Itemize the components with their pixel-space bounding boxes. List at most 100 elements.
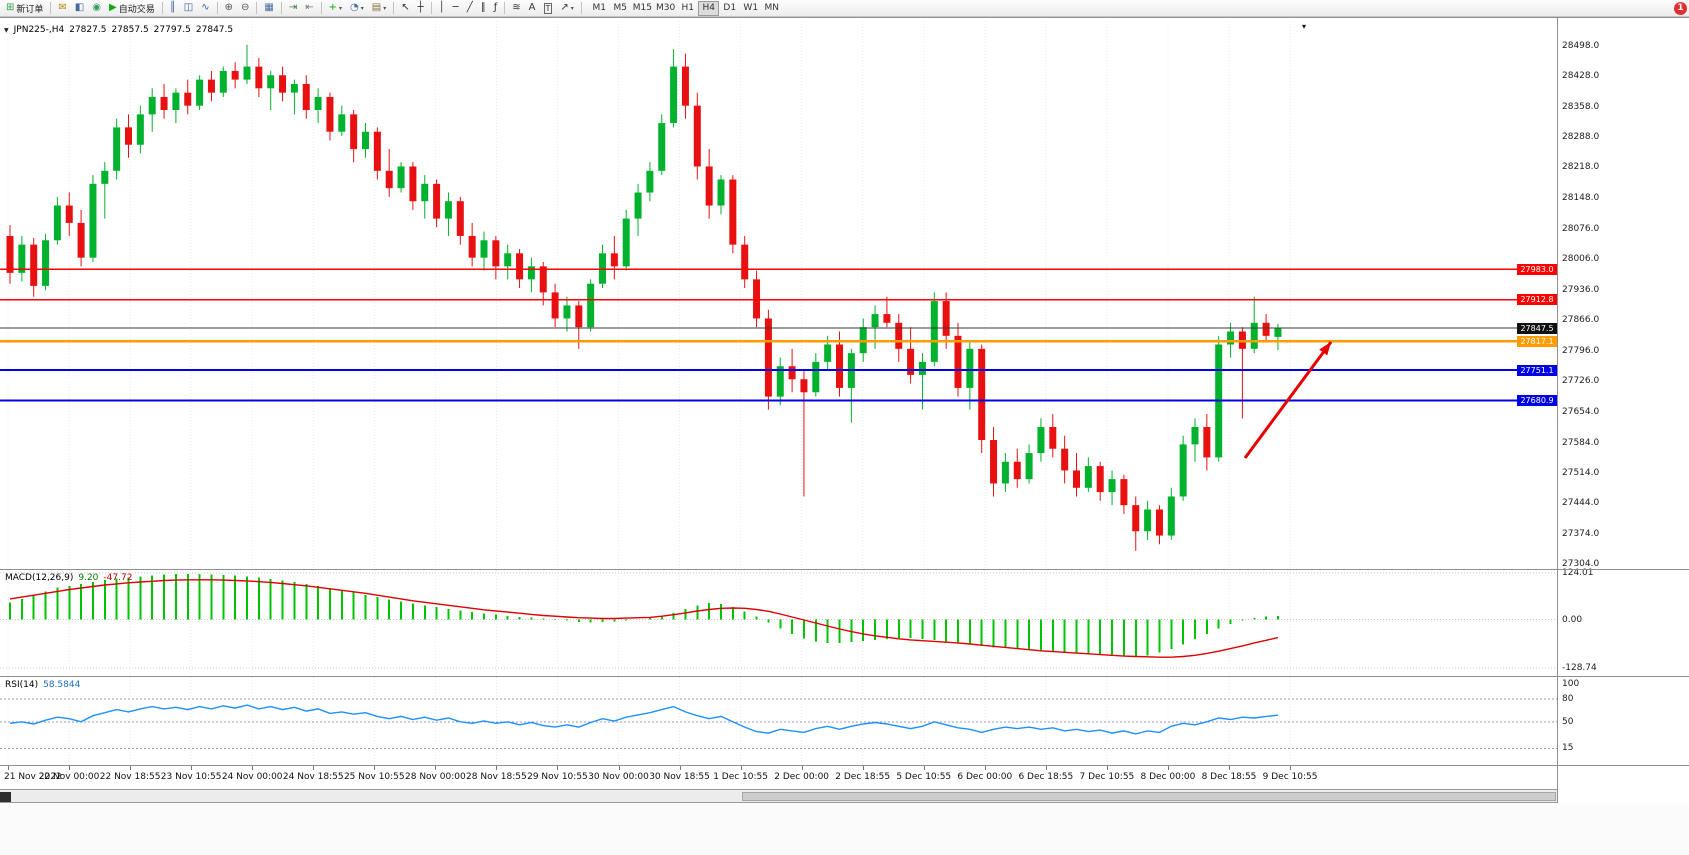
candle	[764, 318, 772, 397]
market-watch-button[interactable]: ◧	[71, 1, 88, 16]
trend-arrow-annotation[interactable]	[1243, 341, 1333, 459]
fibonacci-button[interactable]: ƒ	[490, 1, 502, 16]
scrollbar-thumb[interactable]	[742, 792, 1556, 801]
candle	[290, 83, 298, 93]
navigator-button[interactable]: ◉	[88, 1, 105, 16]
autotrading-icon: ▶	[108, 2, 117, 13]
candle	[930, 301, 938, 362]
new-email-button[interactable]: ✉	[54, 1, 70, 16]
collapse-arrow-icon[interactable]: ▼	[4, 26, 9, 34]
candle	[1203, 427, 1211, 458]
candle	[824, 344, 832, 362]
time-tick	[313, 766, 315, 770]
candle	[871, 314, 879, 328]
indicators-button[interactable]: + ▾	[325, 1, 346, 16]
bar-chart-button[interactable]: ║	[166, 1, 180, 16]
trendline-button[interactable]: ╱	[463, 1, 477, 16]
chart-ohlc-label: ▼ JPN225-,H4 27827.5 27857.5 27797.5 278…	[4, 25, 233, 35]
tile-windows-icon: ▦	[264, 2, 274, 13]
candle	[30, 244, 38, 286]
notification-badge[interactable]: 1	[1674, 2, 1687, 15]
text-label-button[interactable]: T	[540, 1, 557, 16]
toolbar: ⊞ 新订单 ✉ ◧ ◉ ▶ 自动交易 ║ ◫ ∿ ⊕ ⊖ ▦ ⇥ ⇤ + ▾ ◔ ▾ ▤ ▾ ↖ ┼ │ ─ ╱ ∥ ƒ ≋ A T ↗ ▾ M…	[0, 0, 1689, 17]
macd-histogram	[9, 573, 1279, 658]
timeframe-h4-button[interactable]: H4	[698, 0, 720, 16]
price-tick-label: 27866.0	[1562, 315, 1600, 326]
time-tick-label: 1 Dec 10:55	[713, 772, 768, 782]
cursor-button[interactable]: ↖	[397, 1, 413, 16]
pane-splitter[interactable]	[0, 569, 1689, 570]
timeframe-m1-button[interactable]: M1	[592, 2, 607, 13]
time-tick	[1106, 766, 1108, 770]
text-button[interactable]: A	[525, 1, 540, 16]
zoom-in-button[interactable]: ⊕	[221, 1, 237, 16]
timeframe-mn-button[interactable]: MN	[764, 2, 779, 13]
timeframe-m15-button[interactable]: M15	[632, 2, 653, 13]
zoom-in-icon: ⊕	[224, 2, 233, 13]
candle	[326, 96, 334, 132]
equidistant-channel-button[interactable]: ∥	[477, 1, 490, 16]
chart-dropdown-arrow-icon[interactable]: ▾	[1302, 22, 1307, 31]
periods-dropdown[interactable]: ◔ ▾	[346, 1, 368, 16]
macd-chart[interactable]	[0, 570, 1557, 676]
market-watch-icon: ◧	[74, 2, 85, 13]
templates-dropdown[interactable]: ▤ ▾	[368, 1, 390, 16]
candle	[113, 127, 121, 171]
candle	[800, 379, 808, 393]
candle	[89, 183, 97, 258]
candle	[599, 253, 606, 284]
fibonacci-icon: ƒ	[493, 2, 498, 13]
auto-scroll-button[interactable]: ⇥	[285, 1, 301, 16]
rsi-chart[interactable]	[0, 677, 1557, 765]
candle	[1274, 328, 1282, 337]
candle	[1108, 479, 1116, 493]
time-tick-label: 22 Nov 18:55	[99, 772, 161, 782]
vertical-line-button[interactable]: │	[435, 1, 449, 16]
zoom-out-button[interactable]: ⊖	[237, 1, 253, 16]
candle	[1144, 509, 1152, 532]
pane-splitter[interactable]	[0, 676, 1689, 677]
macd-pane[interactable]	[0, 570, 1557, 676]
candle	[480, 240, 488, 258]
candles-layer	[6, 44, 1282, 551]
timeframe-m5-button[interactable]: M5	[613, 2, 628, 13]
timeframe-w1-button[interactable]: W1	[743, 2, 759, 13]
timeframe-m30-button[interactable]: M30	[656, 2, 676, 13]
price-chart[interactable]	[0, 21, 1557, 569]
price-pane[interactable]	[0, 21, 1557, 569]
time-tick-label: 30 Nov 18:55	[649, 772, 710, 782]
quick-nav-button[interactable]	[0, 792, 11, 802]
line-chart-icon: ∿	[201, 2, 210, 13]
timeframe-d1-button[interactable]: D1	[723, 2, 737, 13]
rsi-name: RSI(14)	[5, 680, 39, 690]
time-tick	[191, 766, 193, 770]
candle	[658, 123, 666, 171]
time-tick-label: 25 Nov 10:55	[343, 772, 405, 782]
new-order-button[interactable]: ⊞ 新订单	[2, 1, 47, 16]
price-tick-label: 27726.0	[1562, 375, 1600, 386]
horizontal-scrollbar[interactable]	[0, 789, 1689, 803]
tile-windows-button[interactable]: ▦	[260, 1, 277, 16]
price-scale[interactable]: 28498.0 28428.0 28358.0 28288.0 28218.0 28148…	[1557, 18, 1689, 803]
arrows-icon: ↗	[560, 2, 569, 13]
candle	[1179, 444, 1187, 497]
autotrading-button[interactable]: ▶ 自动交易	[105, 1, 159, 16]
candle	[1061, 448, 1069, 471]
price-tick-label: 28358.0	[1562, 101, 1600, 112]
arrows-dropdown[interactable]: ↗ ▾	[556, 1, 577, 16]
time-tick-label: 22 Nov 00:00	[38, 772, 100, 782]
horizontal-line-button[interactable]: ─	[449, 1, 463, 16]
candle	[918, 361, 926, 375]
crosshair-button[interactable]: ┼	[414, 1, 428, 16]
macd-signal-value: -47.72	[103, 573, 133, 583]
chart-shift-button[interactable]: ⇤	[301, 1, 317, 16]
candlestick-chart-button[interactable]: ◫	[180, 1, 197, 16]
rsi-pane[interactable]	[0, 677, 1557, 765]
line-chart-button[interactable]: ∿	[197, 1, 213, 16]
cycle-lines-button[interactable]: ≋	[508, 1, 524, 16]
time-axis[interactable]: 21 Nov 2022 22 Nov 00:00 22 Nov 18:55 23 No…	[0, 766, 1557, 788]
candle	[539, 266, 547, 293]
chart-shift-icon: ⇤	[305, 2, 314, 13]
time-tick	[862, 766, 864, 770]
timeframe-h1-button[interactable]: H1	[681, 2, 694, 13]
